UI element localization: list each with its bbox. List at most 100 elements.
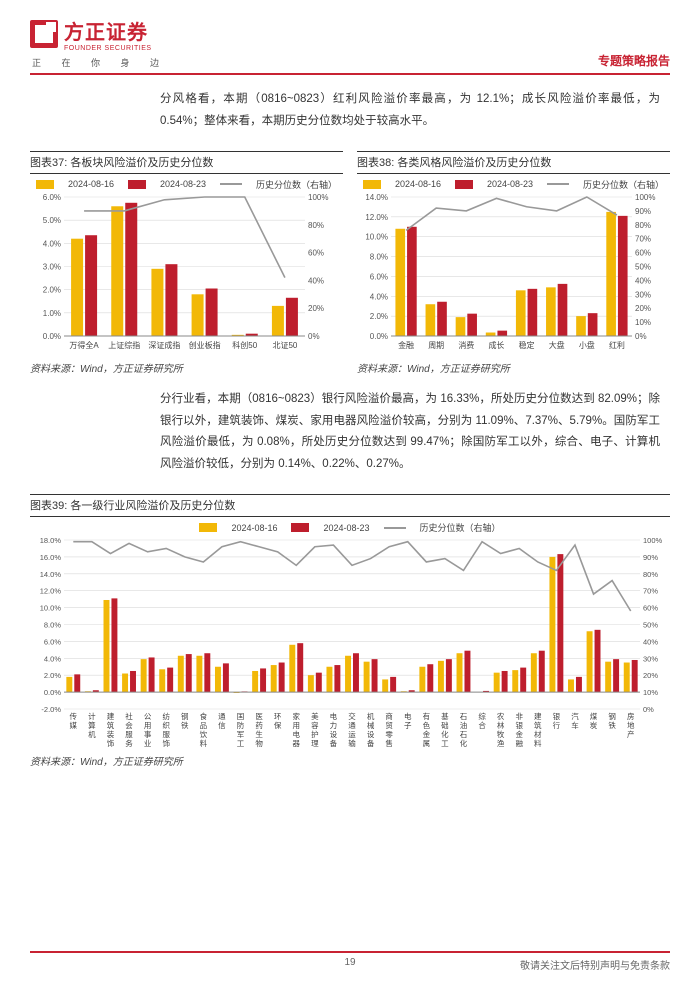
- svg-text:合: 合: [478, 720, 486, 730]
- svg-text:器: 器: [293, 739, 301, 748]
- svg-text:100%: 100%: [635, 193, 655, 202]
- svg-text:交: 交: [348, 711, 356, 721]
- svg-text:设: 设: [330, 729, 338, 739]
- svg-text:备: 备: [330, 738, 338, 748]
- svg-text:0.0%: 0.0%: [43, 332, 61, 341]
- svg-text:0%: 0%: [635, 332, 647, 341]
- svg-text:90%: 90%: [635, 207, 651, 216]
- svg-text:4.0%: 4.0%: [44, 654, 61, 663]
- svg-text:行: 行: [553, 720, 561, 730]
- svg-text:14.0%: 14.0%: [40, 570, 62, 579]
- svg-text:国: 国: [237, 712, 245, 721]
- page-header: 方正证券 FOUNDER SECURITIES 正 在 你 身 边 专题策略报告: [30, 16, 670, 75]
- legend-line: [220, 183, 242, 185]
- svg-text:10%: 10%: [635, 318, 651, 327]
- svg-text:建: 建: [534, 711, 542, 721]
- svg-text:务: 务: [125, 738, 133, 748]
- svg-text:10%: 10%: [643, 688, 658, 697]
- svg-text:基: 基: [441, 711, 449, 721]
- svg-text:0%: 0%: [643, 705, 654, 714]
- chart-37-source: 资料来源：Wind，方正证券研究所: [30, 360, 343, 375]
- svg-text:础: 础: [441, 720, 449, 730]
- svg-text:算: 算: [88, 720, 96, 730]
- svg-text:100%: 100%: [643, 536, 663, 545]
- svg-text:军: 军: [237, 730, 245, 739]
- page-number: 19: [344, 957, 355, 968]
- logo-icon: [30, 20, 58, 48]
- chart-37: 图表37: 各板块风险溢价及历史分位数 2024-08-16 2024-08-2…: [30, 151, 343, 385]
- svg-text:14.0%: 14.0%: [365, 193, 388, 202]
- svg-text:石: 石: [460, 730, 468, 739]
- svg-text:输: 输: [348, 738, 356, 748]
- svg-text:筑: 筑: [534, 720, 542, 730]
- svg-text:备: 备: [367, 738, 375, 748]
- svg-text:筑: 筑: [107, 720, 115, 730]
- logo-block: 方正证券 FOUNDER SECURITIES 正 在 你 身 边: [30, 16, 168, 69]
- svg-text:12.0%: 12.0%: [365, 213, 388, 222]
- svg-text:2.0%: 2.0%: [44, 671, 61, 680]
- svg-text:金: 金: [515, 729, 523, 739]
- svg-text:周期: 周期: [428, 341, 444, 350]
- svg-text:料: 料: [200, 738, 208, 748]
- svg-text:钢: 钢: [181, 711, 189, 721]
- svg-text:20%: 20%: [643, 671, 658, 680]
- svg-text:传: 传: [70, 711, 78, 721]
- svg-text:服: 服: [125, 730, 133, 739]
- svg-text:银: 银: [515, 721, 523, 730]
- svg-text:地: 地: [627, 720, 635, 730]
- svg-text:40%: 40%: [635, 276, 651, 285]
- svg-text:20%: 20%: [308, 304, 324, 313]
- svg-text:饮: 饮: [200, 729, 208, 739]
- svg-text:食: 食: [200, 711, 208, 721]
- svg-text:70%: 70%: [643, 587, 658, 596]
- page-footer: 19 敬请关注文后特别声明与免责条款: [30, 951, 670, 972]
- svg-text:30%: 30%: [635, 290, 651, 299]
- svg-text:事: 事: [144, 729, 152, 739]
- svg-text:金融: 金融: [398, 340, 414, 350]
- svg-text:大盘: 大盘: [549, 340, 565, 350]
- svg-text:1.0%: 1.0%: [43, 309, 61, 318]
- svg-text:银: 银: [553, 712, 561, 721]
- chart-39-legend: 2024-08-16 2024-08-23 历史分位数（右轴）: [30, 521, 670, 534]
- legend-swatch-a: [199, 523, 217, 532]
- svg-text:用: 用: [293, 721, 301, 730]
- paragraph-1: 分风格看，本期（0816~0823）红利风险溢价率最高，为 12.1%；成长风险…: [160, 89, 660, 133]
- footer-disclaimer: 敬请关注文后特别声明与免责条款: [520, 957, 670, 972]
- svg-text:属: 属: [423, 739, 431, 748]
- legend-swatch-b: [128, 180, 146, 189]
- svg-text:媒: 媒: [70, 721, 78, 730]
- svg-text:红利: 红利: [609, 340, 625, 350]
- svg-text:10.0%: 10.0%: [365, 232, 388, 241]
- svg-text:6.0%: 6.0%: [43, 193, 61, 202]
- svg-text:运: 运: [348, 730, 356, 739]
- legend-swatch-a: [363, 180, 381, 189]
- svg-text:铁: 铁: [181, 720, 189, 730]
- legend-line: [547, 183, 569, 185]
- svg-text:信: 信: [218, 720, 226, 730]
- svg-text:消费: 消费: [458, 340, 474, 350]
- chart-38: 图表38: 各类风格风险溢价及历史分位数 2024-08-16 2024-08-…: [357, 151, 670, 385]
- legend-swatch-b: [455, 180, 473, 189]
- svg-text:色: 色: [423, 720, 431, 730]
- svg-text:环: 环: [274, 712, 282, 721]
- svg-text:60%: 60%: [643, 604, 658, 613]
- chart-39: 图表39: 各一级行业风险溢价及历史分位数 2024-08-16 2024-08…: [30, 494, 670, 768]
- svg-text:金: 金: [423, 729, 431, 739]
- svg-text:12.0%: 12.0%: [40, 587, 62, 596]
- svg-text:钢: 钢: [608, 711, 616, 721]
- svg-text:80%: 80%: [643, 570, 658, 579]
- svg-text:药: 药: [255, 720, 263, 730]
- svg-text:40%: 40%: [308, 276, 324, 285]
- svg-text:服: 服: [162, 730, 170, 739]
- svg-text:会: 会: [125, 720, 133, 730]
- legend-swatch-a: [36, 180, 54, 189]
- svg-text:综: 综: [478, 711, 486, 721]
- svg-text:理: 理: [311, 739, 319, 748]
- chart-37-svg: 0.0%1.0%2.0%3.0%4.0%5.0%6.0%0%20%40%60%8…: [30, 193, 335, 358]
- svg-text:0.0%: 0.0%: [44, 688, 61, 697]
- svg-text:6.0%: 6.0%: [370, 272, 388, 281]
- svg-text:30%: 30%: [643, 654, 658, 663]
- svg-text:工: 工: [237, 739, 245, 748]
- svg-text:商: 商: [385, 711, 393, 721]
- logo-text-en: FOUNDER SECURITIES: [64, 45, 152, 52]
